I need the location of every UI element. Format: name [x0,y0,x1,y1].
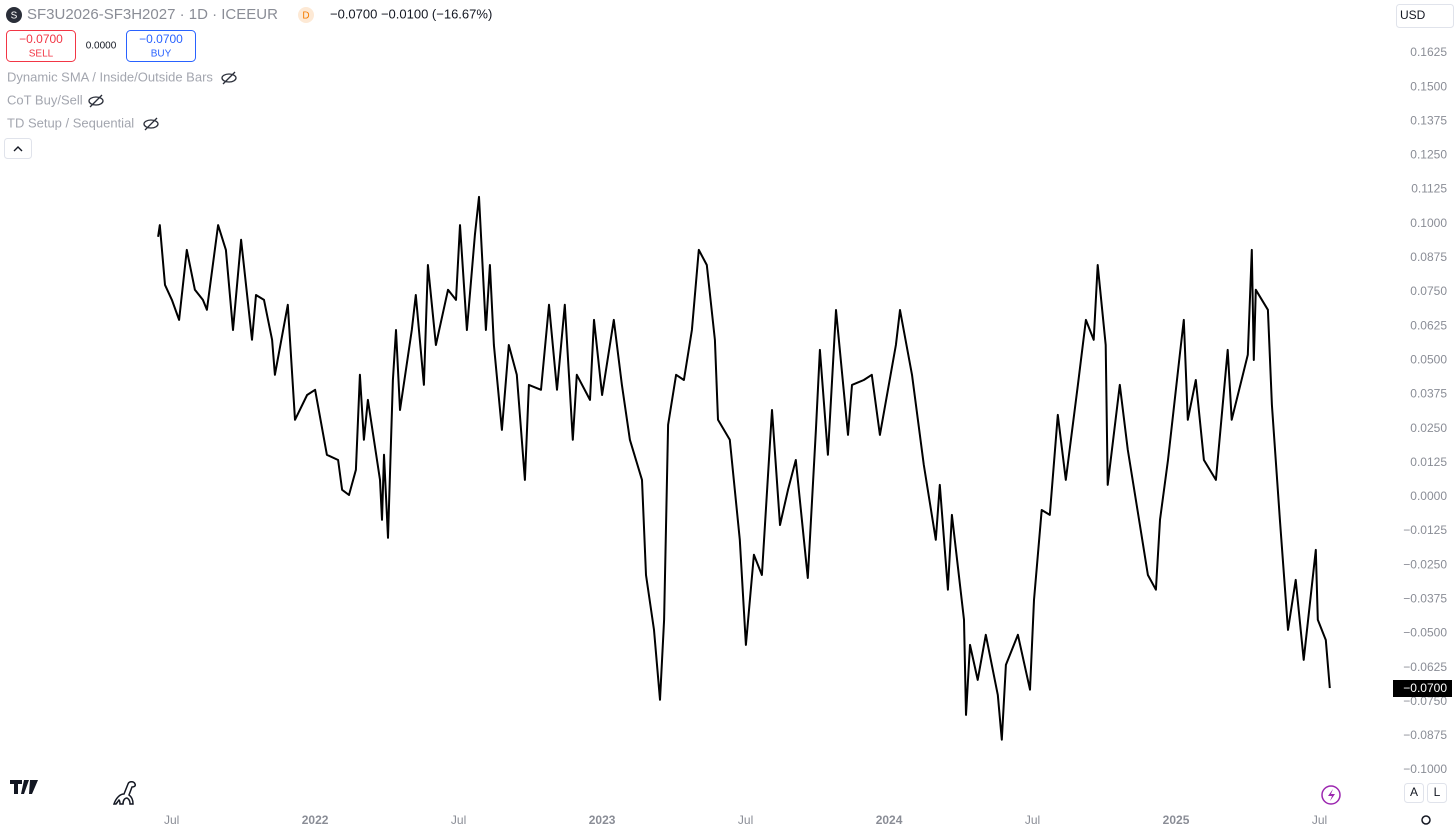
x-tick-label: 2022 [302,813,329,827]
quote: −0.0700 −0.0100 (−16.67%) [330,6,492,21]
buy-price: −0.0700 [139,32,183,46]
y-tick-label: 0.1375 [1410,113,1447,127]
y-tick-label: 0.1125 [1411,182,1447,196]
x-tick-label: 2023 [589,813,616,827]
x-tick-label: 2025 [1163,813,1190,827]
y-tick-label: 0.1500 [1410,79,1447,93]
y-tick-label: −0.0500 [1403,626,1447,640]
x-tick-label: Jul [1025,813,1040,827]
symbol-icon-text: S [11,11,18,22]
currency-box[interactable] [1396,4,1454,28]
x-tick-label: 2024 [876,813,903,827]
x-tick-label: Jul [1312,813,1327,827]
y-tick-label: −0.0750 [1403,694,1447,708]
sell-label: SELL [29,49,54,60]
auto: A [1410,785,1418,799]
last-price-label: −0.0700 [1403,681,1447,695]
trade-buttons: −0.0700 SELL 0.0000 −0.0700 BUY [6,30,196,62]
buy-button[interactable] [126,30,196,62]
y-tick-label: 0.1250 [1410,148,1447,162]
x-tick-label: Jul [164,813,179,827]
indicator[interactable]: CoT Buy/Sell [7,92,83,107]
indicators: Dynamic SMA / Inside/Outside Bars CoT Bu… [4,69,237,159]
y-tick-label: −0.0625 [1403,660,1447,674]
auto-button[interactable] [1404,783,1424,803]
y-tick-label: 0.1000 [1410,216,1447,230]
logo[interactable] [10,780,38,794]
log-button[interactable] [1427,783,1447,803]
settings[interactable] [1421,815,1431,825]
header: S SF3U2026-SF3H2027 · 1D · ICEEUR D −0.0… [6,6,492,23]
bolt-button[interactable] [1321,785,1341,805]
x-tick-label: Jul [451,813,466,827]
bolt [1328,789,1335,801]
y-tick-label: 0.0750 [1410,284,1447,298]
spread: 0.0000 [86,41,117,52]
y-tick-label: 0.0125 [1410,455,1447,469]
collapse-icon [13,146,23,152]
buy-label: BUY [151,49,172,60]
y-tick-label: 0.0875 [1410,250,1447,264]
y-tick-label: 0.0375 [1410,387,1447,401]
symbol-icon [6,7,22,23]
y-tick-label: −0.0250 [1403,557,1447,571]
y-tick-label: −0.0375 [1403,591,1447,605]
indicator[interactable]: Dynamic SMA / Inside/Outside Bars [7,69,213,84]
log: L [1434,785,1441,799]
indicator[interactable]: TD Setup / Sequential [7,115,134,130]
sell-button[interactable] [6,30,76,62]
y-tick-label: −0.1000 [1403,762,1447,776]
footer-icons: A L [10,780,1447,825]
session-badge [298,7,314,23]
currency: USD [1400,8,1426,22]
y-tick-label: 0.0000 [1410,489,1447,503]
hidden-icons [88,71,237,131]
y-tick-label: −0.0875 [1403,728,1447,742]
price-line [157,195,1331,741]
y-tick-label: 0.0250 [1410,421,1447,435]
y-tick-label: 0.1625 [1410,45,1447,59]
y-tick-label: 0.0625 [1410,318,1447,332]
symbol[interactable]: SF3U2026-SF3H2027 · 1D · ICEEUR [27,6,278,23]
y-tick-label: 0.0500 [1410,352,1447,366]
session: D [302,11,309,22]
last-price-box [1393,680,1452,697]
y-tick-label: −0.0125 [1403,523,1447,537]
x-tick-label: Jul [738,813,753,827]
sell-price: −0.0700 [19,32,63,46]
plot: 0.1625 0.1500 0.1375 0.1250 0.1125 0.1000 0.08… [157,45,1447,827]
dino[interactable] [112,781,136,805]
collapse-button[interactable] [4,138,32,159]
